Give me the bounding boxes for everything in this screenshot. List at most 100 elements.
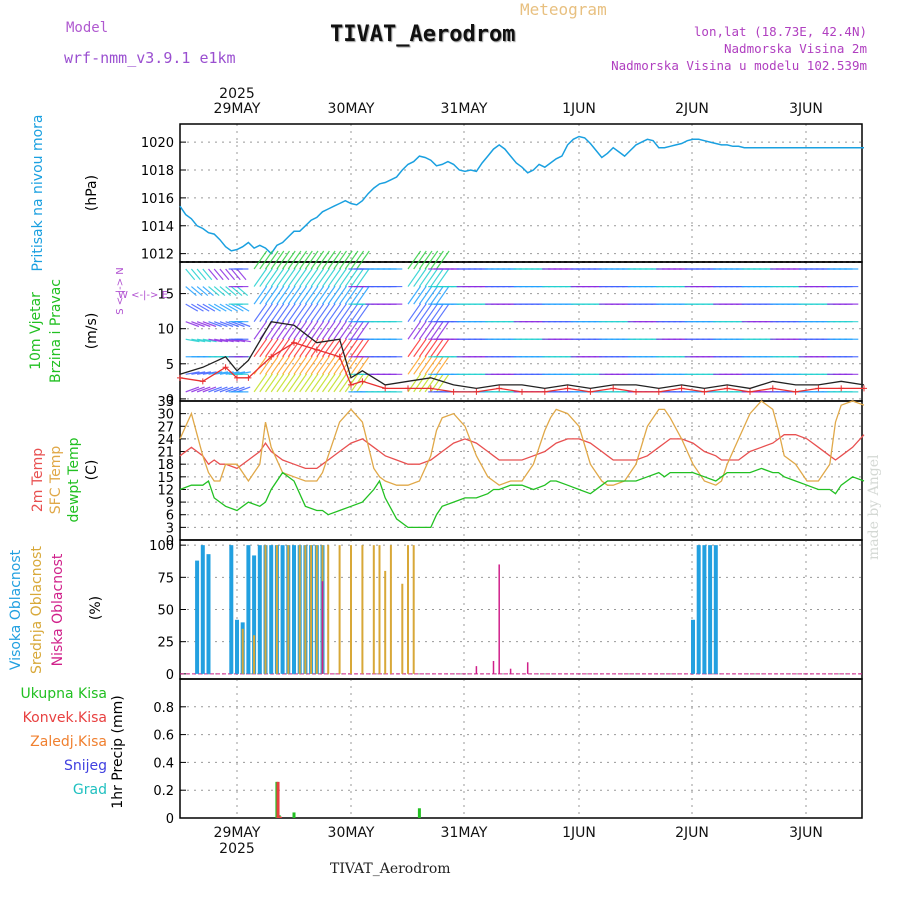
cloud-high-bar xyxy=(257,545,262,674)
y-tick-label: 0 xyxy=(166,534,174,549)
wind-arrow xyxy=(350,268,365,287)
wind-mean-marker xyxy=(245,374,252,381)
wind-arrow xyxy=(185,386,200,393)
wind-mean-marker xyxy=(313,346,320,353)
wind-arrow xyxy=(213,303,227,312)
wind-arrow xyxy=(276,338,290,358)
wind-arrow xyxy=(287,285,302,305)
wind-arrow xyxy=(344,320,359,340)
cloud-mid-bar xyxy=(350,545,352,674)
wind-arrow xyxy=(196,338,212,343)
wind-axis-label: 10m Vjetar xyxy=(28,292,44,370)
wind-arrow xyxy=(276,303,290,323)
wind-arrow xyxy=(293,373,308,393)
top-day-label: 3JUN xyxy=(789,101,823,117)
wind-mean-marker xyxy=(473,388,480,395)
wind-arrow xyxy=(265,303,279,323)
panel-frame xyxy=(179,678,863,819)
wind-arrow xyxy=(225,303,238,312)
wind-arrow xyxy=(413,338,427,358)
bottom-day-label: 30MAY xyxy=(328,825,375,841)
wind-arrow xyxy=(276,285,290,305)
wind-arrow xyxy=(236,303,250,312)
wind-arrow xyxy=(430,320,444,340)
cloud-high-bar xyxy=(696,545,701,674)
t2m-line xyxy=(179,434,865,470)
wind-arrow xyxy=(436,355,450,375)
wind-arrow xyxy=(208,321,222,328)
wind-arrow xyxy=(276,268,290,287)
wind-arrow xyxy=(344,285,359,305)
wind-arrow xyxy=(310,285,325,305)
cloud-mid-bar xyxy=(298,545,301,674)
wind-arrow xyxy=(287,303,302,323)
cloud-mid-bar xyxy=(361,545,364,674)
cloud-mid-bar xyxy=(407,545,409,674)
wind-arrow xyxy=(293,338,308,358)
wind-mean-marker xyxy=(747,388,753,395)
wind-arrow xyxy=(356,250,370,270)
cloud-mid-bar xyxy=(384,570,387,674)
top-day-label: 29MAY xyxy=(214,101,261,117)
cloud-high-bar xyxy=(691,619,695,674)
cloud-low-bar xyxy=(498,564,500,674)
wind-arrow xyxy=(356,285,370,305)
y-tick-label: 3 xyxy=(166,521,174,536)
wind-arrow xyxy=(424,285,439,305)
wind-arrow xyxy=(339,285,353,305)
bottom-day-label: 31MAY xyxy=(441,825,488,841)
cloud-high-bar xyxy=(708,545,713,674)
wind-arrow xyxy=(344,250,359,270)
precip-conv-bar xyxy=(278,816,282,818)
wind-arrow xyxy=(202,371,217,375)
wind-arrow xyxy=(202,386,217,393)
y-tick-label: 6 xyxy=(166,509,174,524)
wind-arrow xyxy=(293,303,308,323)
cloud-mid-bar xyxy=(304,545,307,674)
wind-arrow xyxy=(350,250,365,270)
wind-arrow xyxy=(322,250,336,270)
y-tick-label: 9 xyxy=(166,496,174,511)
wind-arrow xyxy=(407,285,422,305)
cloud-mid-bar xyxy=(372,545,375,674)
wind-mean-marker xyxy=(382,385,389,392)
wind-arrow xyxy=(407,338,422,358)
wind-arrow xyxy=(282,373,296,393)
wind-mean-marker xyxy=(610,385,617,392)
wind-arrow xyxy=(299,303,313,323)
wind-arrow xyxy=(185,268,196,281)
wind-mean-marker xyxy=(234,374,240,381)
wind-arrow xyxy=(231,321,245,328)
wind-arrow xyxy=(282,355,296,375)
wind-arrow xyxy=(333,320,347,340)
wind-arrow xyxy=(287,355,302,375)
bottom-day-label: 1JUN xyxy=(562,825,596,841)
wind-arrow xyxy=(196,268,207,281)
y-tick-label: 33 xyxy=(157,395,174,410)
wind-arrow xyxy=(304,268,319,287)
cloud-low-bar xyxy=(475,666,478,674)
y-tick-label: 1012 xyxy=(141,248,174,263)
wind-arrow xyxy=(316,338,330,358)
y-tick-label: 0.4 xyxy=(153,756,174,771)
wind-arrow xyxy=(344,355,359,375)
wind-arrow xyxy=(436,303,450,323)
cloud-high-bar xyxy=(206,554,211,674)
wind-arrow xyxy=(413,373,427,393)
cloud-low-bar xyxy=(526,662,529,674)
wind-arrow xyxy=(282,268,296,287)
wind-arrow xyxy=(191,303,204,312)
wind-arrow xyxy=(208,303,221,312)
wind-arrow xyxy=(219,386,234,393)
wind-arrow xyxy=(418,373,433,393)
wind-arrow xyxy=(202,321,217,328)
wind-arrow xyxy=(214,371,229,375)
wind-arrow xyxy=(219,268,230,281)
wind-arrow xyxy=(299,320,313,340)
wind-arrow xyxy=(253,338,268,358)
wind-mean-marker xyxy=(336,353,343,360)
wind-compass-we: W <-|-> E xyxy=(118,290,168,301)
wind-arrow xyxy=(310,373,325,393)
y-tick-label: 0.2 xyxy=(153,784,174,799)
y-tick-label: 0 xyxy=(166,393,174,408)
